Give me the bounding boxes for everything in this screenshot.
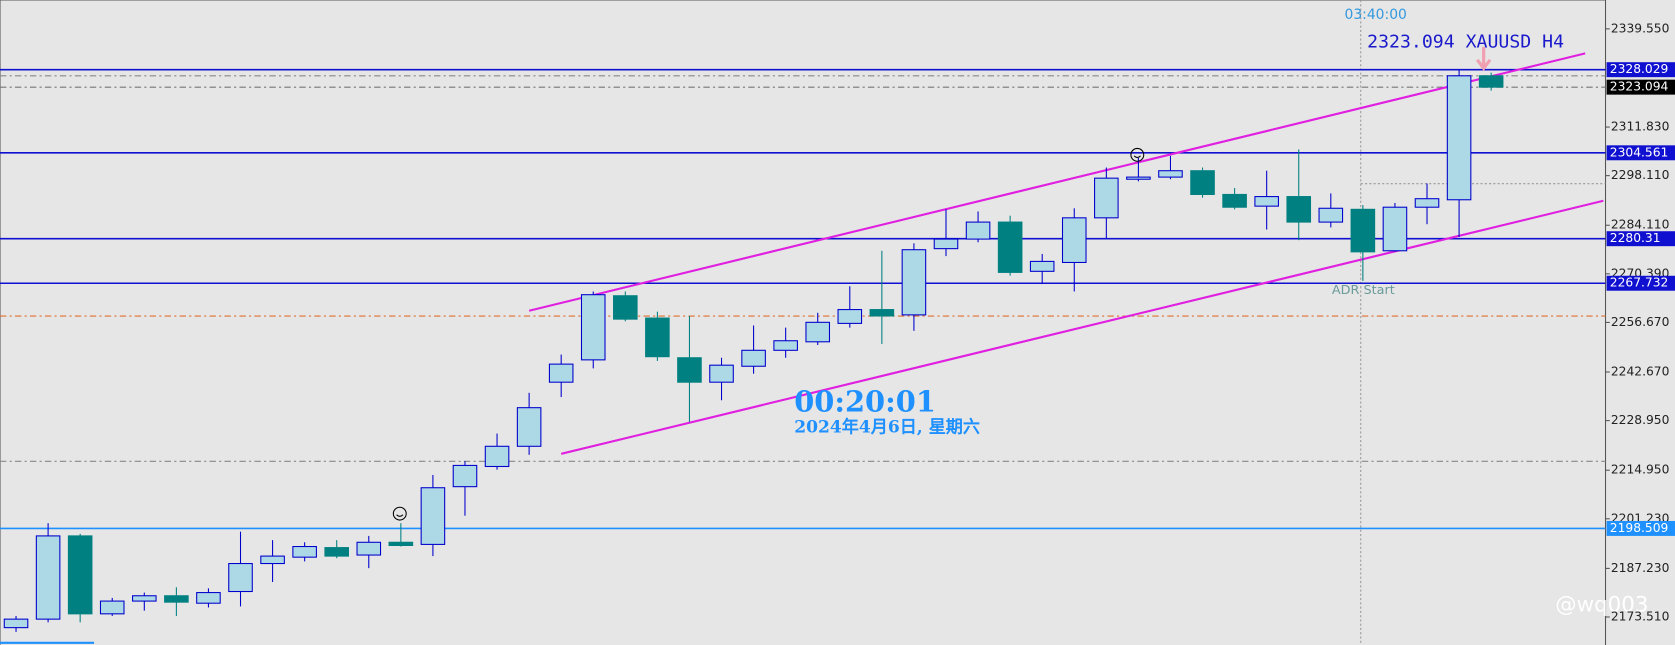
candle-body <box>1350 208 1376 253</box>
candle-body <box>933 238 959 250</box>
candle-body <box>452 464 478 488</box>
candle-body <box>1222 193 1247 208</box>
level-label: 2198.509 <box>1610 521 1669 535</box>
candle-body <box>260 555 285 565</box>
candle-body <box>1094 177 1119 219</box>
chart-title: 2323.094 XAUUSD H4 <box>1367 32 1564 53</box>
candle-body <box>1158 170 1183 178</box>
arrow-marker <box>1475 46 1492 72</box>
level-label-box <box>1606 520 1675 536</box>
level-label-box <box>1606 275 1675 291</box>
smiley <box>392 506 407 521</box>
y-tick-label: 2311.830 <box>1611 120 1670 134</box>
level-label-box <box>1606 62 1675 78</box>
y-tick-label: 2242.670 <box>1611 365 1670 379</box>
candle-body <box>965 221 991 240</box>
candle-body <box>645 317 670 358</box>
y-tick-label: 2256.670 <box>1611 315 1670 329</box>
candle-body <box>613 295 638 320</box>
candle-body <box>741 349 766 367</box>
candle-body <box>837 309 863 324</box>
candle-body <box>1318 207 1344 223</box>
countdown: 00:20:01 <box>794 385 936 419</box>
candle-body <box>292 545 317 558</box>
candle-body <box>324 547 350 557</box>
level-label: 2304.561 <box>1610 145 1669 159</box>
candle-body <box>548 363 574 383</box>
y-tick-label: 2228.950 <box>1611 413 1670 427</box>
level-label-box <box>1606 231 1675 247</box>
candle-body <box>1414 198 1440 208</box>
candle-body <box>67 535 93 615</box>
candle-body <box>1190 170 1215 195</box>
watermark: @wq003 <box>1555 592 1648 617</box>
candle-body <box>1382 206 1408 252</box>
level-label-box <box>1606 79 1675 95</box>
candle-body <box>196 592 221 604</box>
candle-body <box>516 407 542 447</box>
candle-body <box>3 618 29 629</box>
candle-body <box>869 309 895 317</box>
candle-body <box>580 294 606 361</box>
candle-body <box>1446 75 1472 201</box>
adr-label: ADR Start <box>1332 283 1395 298</box>
time-label: 03:40:00 <box>1345 7 1407 23</box>
level-label: 2267.732 <box>1610 276 1669 290</box>
candle-body <box>1126 176 1151 180</box>
candle-body <box>1061 217 1087 263</box>
candle-body <box>773 340 798 351</box>
y-tick-label: 2339.550 <box>1611 21 1670 35</box>
level-label-box <box>1606 145 1675 161</box>
y-tick-label: 2214.950 <box>1611 463 1670 477</box>
levels-layer <box>0 68 1606 530</box>
candle-body <box>356 541 382 556</box>
candle-body <box>420 487 446 545</box>
candle-body <box>132 595 157 602</box>
candle-body <box>677 357 702 383</box>
y-tick-label: 2187.230 <box>1611 561 1670 575</box>
candles-layer <box>3 70 1504 632</box>
y-tick-label: 2298.110 <box>1611 168 1670 182</box>
smiley <box>1130 147 1145 162</box>
candle-body <box>901 249 927 316</box>
candle-body <box>35 535 61 620</box>
channel-lower <box>560 199 1604 455</box>
candle-body <box>1254 196 1279 207</box>
y-tick-label: 2284.110 <box>1611 218 1670 232</box>
candle-body <box>164 595 189 603</box>
candle-body <box>997 221 1023 273</box>
candle-body <box>709 364 734 383</box>
candle-body <box>1029 260 1055 272</box>
date-label: 2024年4月6日, 星期六 <box>794 417 980 438</box>
candle-body <box>388 541 414 547</box>
level-label: 2280.31 <box>1610 231 1661 245</box>
channel-upper <box>528 52 1586 312</box>
candle-body <box>805 321 831 343</box>
candle-body <box>99 600 125 615</box>
candle-body <box>484 445 510 468</box>
candle-body <box>1286 196 1312 223</box>
candle-body <box>228 562 253 593</box>
level-label: 2328.029 <box>1610 62 1669 76</box>
y-tick-label: 2173.510 <box>1611 609 1670 623</box>
candle-body <box>1478 75 1504 88</box>
level-label: 2323.094 <box>1610 80 1669 94</box>
